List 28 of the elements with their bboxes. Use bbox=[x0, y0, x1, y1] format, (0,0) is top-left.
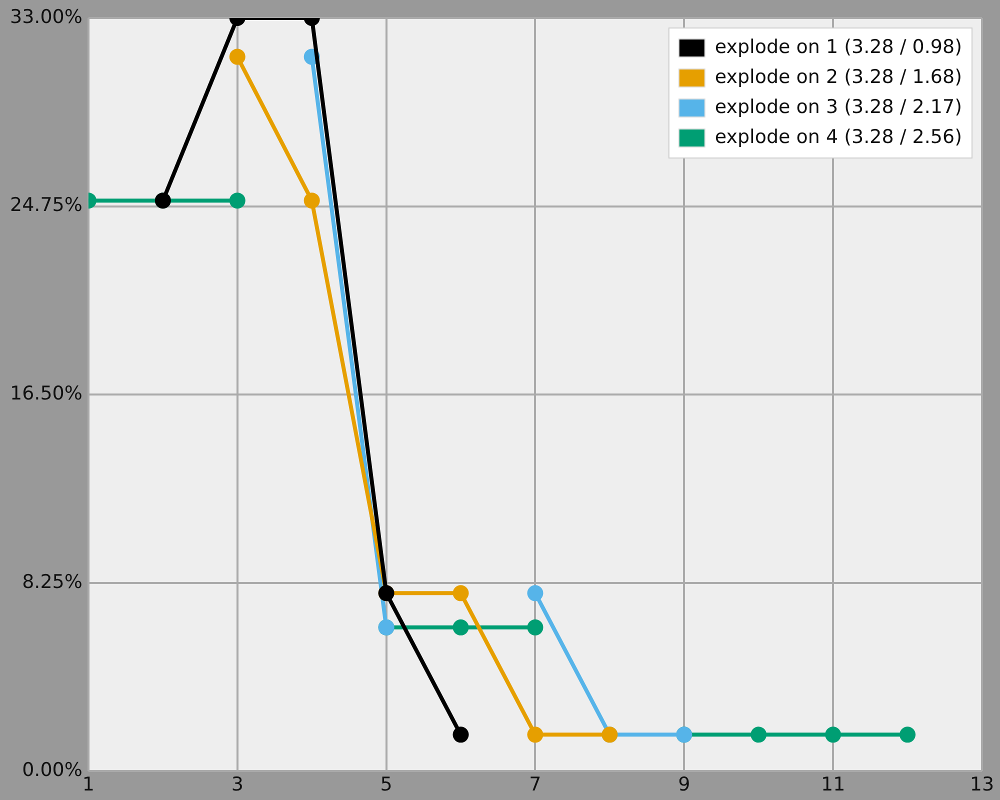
point bbox=[304, 192, 320, 209]
point bbox=[527, 585, 544, 602]
y-tick-label: 24.75% bbox=[10, 194, 82, 216]
point bbox=[229, 48, 246, 65]
point bbox=[452, 585, 469, 602]
x-tick-label: 1 bbox=[82, 774, 94, 796]
legend-label: explode on 4 (3.28 / 2.56) bbox=[714, 126, 962, 148]
point bbox=[229, 192, 246, 209]
x-tick-label: 13 bbox=[970, 774, 994, 796]
x-tick-label: 7 bbox=[529, 774, 542, 796]
point bbox=[750, 726, 767, 743]
point bbox=[452, 619, 469, 636]
legend-label: explode on 3 (3.28 / 2.17) bbox=[714, 96, 962, 118]
x-tick-label: 3 bbox=[231, 774, 244, 796]
point bbox=[452, 726, 469, 743]
legend-label: explode on 1 (3.28 / 0.98) bbox=[714, 36, 962, 58]
y-tick-label: 16.50% bbox=[10, 382, 82, 405]
x-tick-label: 5 bbox=[380, 774, 392, 796]
point bbox=[900, 726, 916, 743]
y-tick-label: 0.00% bbox=[22, 759, 82, 782]
y-tick-label: 8.25% bbox=[22, 570, 82, 593]
point bbox=[825, 726, 842, 743]
x-tick-label: 9 bbox=[678, 774, 690, 796]
y-tick-label: 33.00% bbox=[10, 6, 82, 28]
point bbox=[527, 726, 544, 743]
legend-label: explode on 2 (3.28 / 1.68) bbox=[714, 66, 962, 88]
point bbox=[527, 619, 544, 636]
x-tick-label: 11 bbox=[820, 774, 846, 796]
